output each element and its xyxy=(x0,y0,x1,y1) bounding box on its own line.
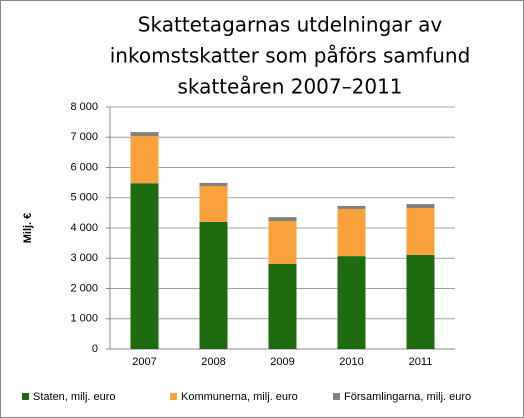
y-tick-label: 2 000 xyxy=(70,282,98,294)
bar-segment xyxy=(130,183,159,349)
chart-title: Skattetagarnas utdelningar av xyxy=(138,13,443,37)
y-tick-label: 4 000 xyxy=(70,222,98,234)
bar-segment xyxy=(406,208,435,255)
bar-segment xyxy=(199,185,228,222)
x-tick-label: 2008 xyxy=(201,356,225,368)
chart-title: inkomstskatter som påförs samfund xyxy=(110,44,471,68)
bar-segment xyxy=(199,182,228,186)
bar-segment xyxy=(130,132,159,137)
y-axis-label: Milj. € xyxy=(22,213,34,244)
bar-segment xyxy=(268,263,297,349)
legend-swatch xyxy=(170,393,177,400)
bar-segment xyxy=(337,208,366,257)
bar-segment xyxy=(268,221,297,264)
y-tick-label: 0 xyxy=(92,343,98,355)
chart-title: skatteåren 2007–2011 xyxy=(177,75,402,99)
legend-swatch xyxy=(22,393,29,400)
x-tick-label: 2007 xyxy=(132,356,156,368)
bar-segment xyxy=(130,136,159,184)
bar-segment xyxy=(268,217,297,222)
y-tick-label: 1 000 xyxy=(70,313,98,325)
y-tick-label: 8 000 xyxy=(70,101,98,113)
bar-segment xyxy=(406,254,435,349)
x-tick-label: 2009 xyxy=(270,356,294,368)
y-tick-label: 7 000 xyxy=(70,131,98,143)
legend-label: Kommunerna, milj. euro xyxy=(181,391,298,403)
y-tick-label: 3 000 xyxy=(70,252,98,264)
x-tick-label: 2011 xyxy=(409,356,433,368)
legend-swatch xyxy=(333,393,340,400)
y-tick-label: 6 000 xyxy=(70,161,98,173)
bar-segment xyxy=(199,221,228,349)
bar-segment xyxy=(337,205,366,209)
y-tick-label: 5 000 xyxy=(70,192,98,204)
x-tick-label: 2010 xyxy=(339,356,363,368)
legend-label: Staten, milj. euro xyxy=(33,391,116,403)
bar-segment xyxy=(406,204,435,209)
legend-label: Församlingarna, milj. euro xyxy=(344,391,471,403)
bar-segment xyxy=(337,256,366,349)
